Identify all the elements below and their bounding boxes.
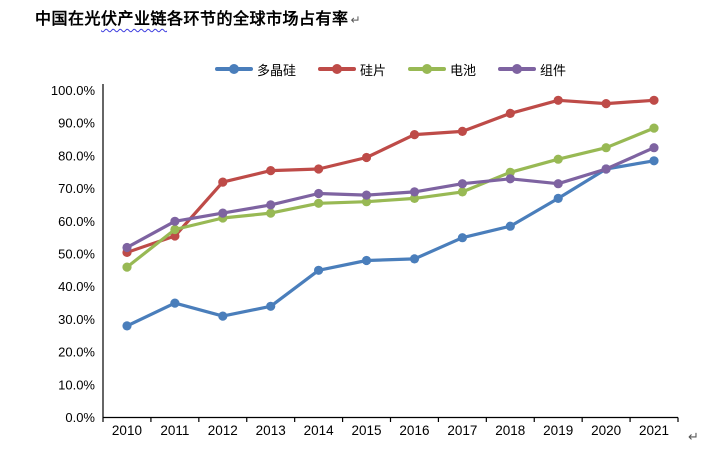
series-point-0-4 <box>314 265 324 275</box>
chart-canvas[interactable]: 0.0% 10.0% 20.0% 30.0% 40.0% 50.0% 60.0% 70.0% 8… <box>0 80 709 459</box>
series-point-0-11 <box>649 156 659 166</box>
x-tick-label: 2012 <box>208 423 238 438</box>
legend-label: 硅片 <box>359 63 386 79</box>
legend-item-3[interactable]: 组件 <box>498 60 566 79</box>
y-tick-label: 50.0% <box>58 247 95 262</box>
series-point-2-1 <box>170 224 180 235</box>
series-point-0-5 <box>361 255 372 266</box>
paragraph-mark-icon: ↵ <box>350 13 362 27</box>
x-tick-label: 2010 <box>112 423 142 438</box>
y-tick-label: 40.0% <box>58 279 95 294</box>
x-tick-label: 2014 <box>304 423 335 438</box>
series-point-0-8 <box>505 221 515 231</box>
x-tick-label: 2013 <box>256 423 286 438</box>
series-line-3 <box>125 146 656 250</box>
series-point-1-3 <box>266 166 276 176</box>
y-tick-label: 80.0% <box>58 148 95 163</box>
legend-marker-icon <box>498 64 537 75</box>
title-text-post: 各环节的全球市场占有率 <box>167 9 349 28</box>
title-text-pre: 中国在光 <box>35 9 102 28</box>
x-tick-label: 2018 <box>495 423 525 438</box>
series-line-0 <box>125 159 656 328</box>
series-point-0-6 <box>409 254 420 264</box>
x-tick-label: 2011 <box>160 423 189 438</box>
legend-label: 组件 <box>540 63 567 79</box>
y-tick-label: 70.0% <box>58 181 95 196</box>
series-point-1-8 <box>505 108 515 118</box>
paragraph-mark-icon: ↵ <box>688 430 699 445</box>
y-tick-label: 20.0% <box>58 345 95 360</box>
legend-item-1[interactable]: 硅片 <box>317 60 386 79</box>
series-point-2-9 <box>553 154 563 164</box>
series-point-3-4 <box>314 188 324 199</box>
legend-item-0[interactable]: 多晶硅 <box>214 60 296 79</box>
series-line-2 <box>125 126 656 269</box>
title-text-spellcheck: 伏产业链 <box>101 9 168 28</box>
x-tick-label: 2017 <box>447 423 477 438</box>
legend-marker-icon <box>408 64 446 75</box>
series-point-1-4 <box>314 164 324 174</box>
series-point-1-2 <box>218 177 228 187</box>
series-point-2-5 <box>361 197 372 207</box>
y-tick-label: 60.0% <box>58 214 95 229</box>
chart-title[interactable]: 中国在光伏产业链各环节的全球市场占有率 ↵ <box>35 5 361 29</box>
y-tick-label: 10.0% <box>58 377 95 392</box>
legend-label: 多晶硅 <box>256 63 296 79</box>
series-point-1-11 <box>649 95 659 105</box>
series-point-2-8 <box>505 167 515 177</box>
series-point-3-0 <box>122 242 132 253</box>
series-point-0-7 <box>457 233 467 243</box>
series-point-3-11 <box>649 143 659 153</box>
x-tick-label: 2019 <box>543 423 573 438</box>
series-point-1-5 <box>361 152 372 163</box>
chart-legend: 多晶硅 硅片 电池 组件 <box>103 60 678 79</box>
y-tick-label: 0.0% <box>65 410 95 425</box>
series-point-2-7 <box>457 187 467 197</box>
legend-item-2[interactable]: 电池 <box>408 60 476 79</box>
y-tick-label: 100.0% <box>51 83 96 98</box>
x-tick-label: 2021 <box>639 423 669 438</box>
series-point-3-5 <box>361 190 372 200</box>
series-point-2-4 <box>314 198 324 208</box>
y-tick-label: 30.0% <box>58 312 95 327</box>
series-point-1-9 <box>553 95 563 105</box>
series-point-3-2 <box>218 208 228 218</box>
x-tick-label: 2015 <box>352 423 382 438</box>
series-point-0-3 <box>266 301 276 311</box>
legend-marker-icon <box>214 64 253 75</box>
series-point-1-10 <box>601 99 611 109</box>
series-point-3-8 <box>505 174 515 184</box>
x-tick-label: 2016 <box>399 423 429 438</box>
series-point-3-1 <box>170 216 180 226</box>
series-point-2-6 <box>409 193 420 203</box>
x-tick-label: 2020 <box>591 423 621 438</box>
series-point-3-3 <box>266 200 276 210</box>
series-point-2-0 <box>122 262 132 272</box>
series-point-3-7 <box>457 179 467 189</box>
series-point-0-2 <box>218 311 228 321</box>
series-point-1-1 <box>170 231 180 241</box>
legend-marker-icon <box>317 64 356 75</box>
series-line-1 <box>125 98 656 254</box>
series-point-3-6 <box>409 187 420 197</box>
series-point-1-6 <box>409 130 420 140</box>
series-point-2-10 <box>601 143 611 153</box>
series-point-2-11 <box>649 123 659 133</box>
y-tick-label: 90.0% <box>58 116 95 131</box>
series-point-0-9 <box>553 193 563 203</box>
legend-label: 电池 <box>450 63 477 79</box>
series-point-0-1 <box>170 298 180 308</box>
series-point-3-9 <box>553 179 563 189</box>
series-point-3-10 <box>601 164 611 174</box>
series-point-2-3 <box>266 208 276 218</box>
series-point-1-7 <box>457 126 467 136</box>
series-point-0-0 <box>122 321 132 331</box>
